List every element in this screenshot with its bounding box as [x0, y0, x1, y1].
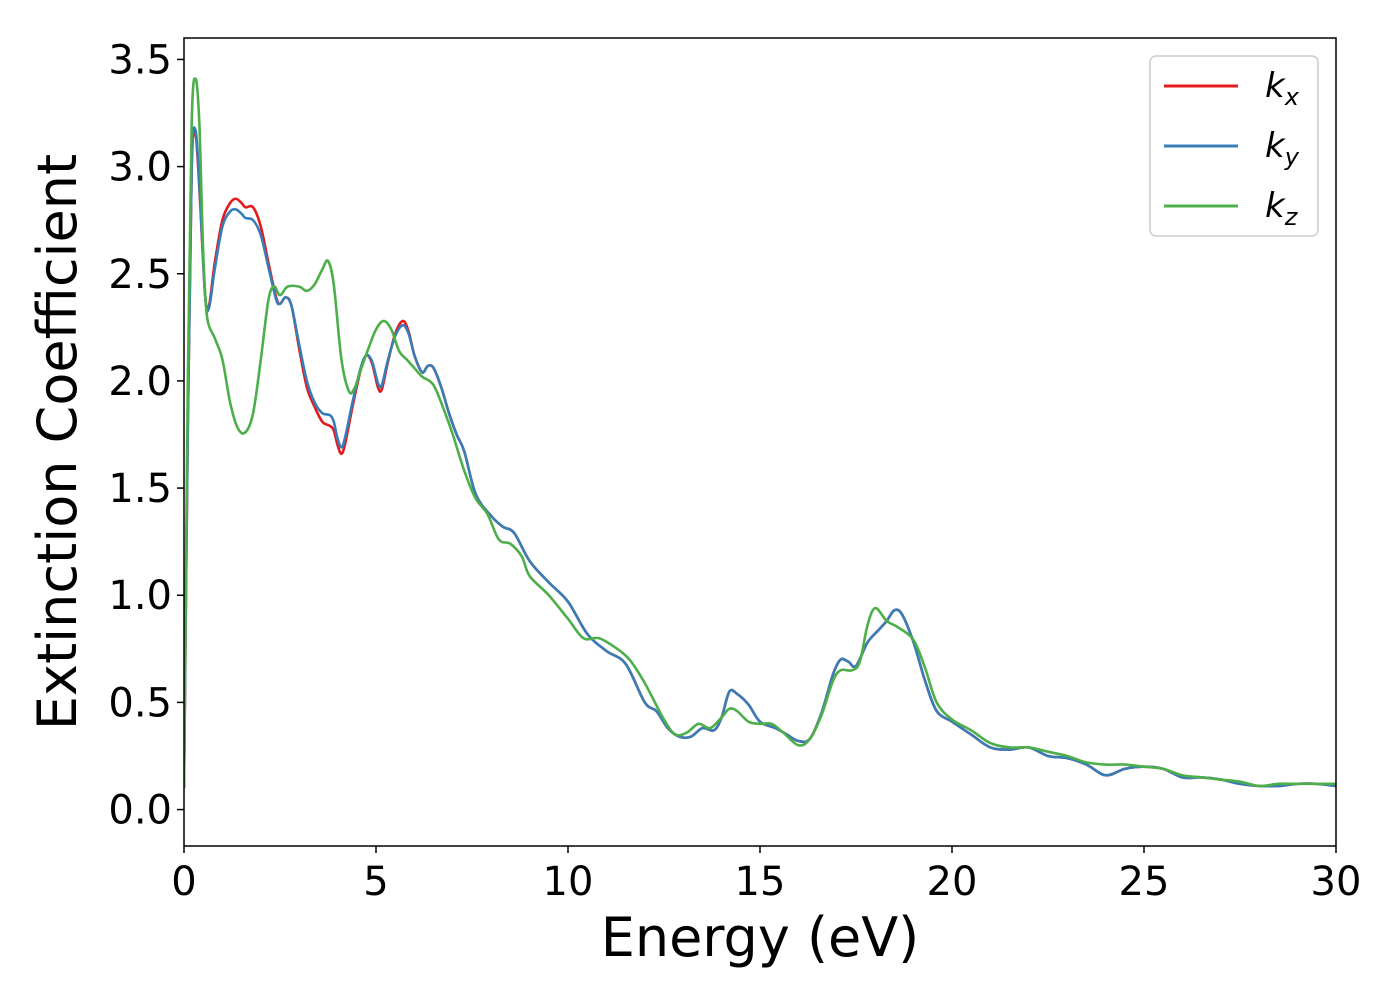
x-tick-label: 10	[543, 859, 594, 905]
y-tick-label: 0.5	[108, 680, 172, 726]
x-tick-label: 25	[1119, 859, 1170, 905]
y-tick-label: 2.5	[108, 252, 172, 298]
x-tick-label: 0	[171, 859, 196, 905]
x-axis: 0 5 10 15 20 25 30	[171, 846, 1361, 905]
y-tick-label: 3.0	[108, 145, 172, 191]
y-tick-label: 2.0	[108, 359, 172, 405]
y-tick-label: 3.5	[108, 37, 172, 83]
y-tick-label: 1.5	[108, 466, 172, 512]
series-layer	[184, 77, 1336, 789]
x-tick-label: 15	[735, 859, 786, 905]
y-tick-label: 1.0	[108, 573, 172, 619]
x-tick-label: 30	[1311, 859, 1362, 905]
x-tick-label: 5	[363, 859, 388, 905]
x-axis-label: Energy (eV)	[601, 906, 920, 969]
x-tick-label: 20	[927, 859, 978, 905]
series-line-ky	[184, 126, 1336, 789]
y-axis-label: Extinction Coefficient	[26, 154, 89, 730]
y-axis: 0.0 0.5 1.0 1.5 2.0 2.5 3.0 3.5	[108, 37, 184, 834]
series-line-kz	[184, 77, 1336, 789]
y-tick-label: 0.0	[108, 788, 172, 834]
